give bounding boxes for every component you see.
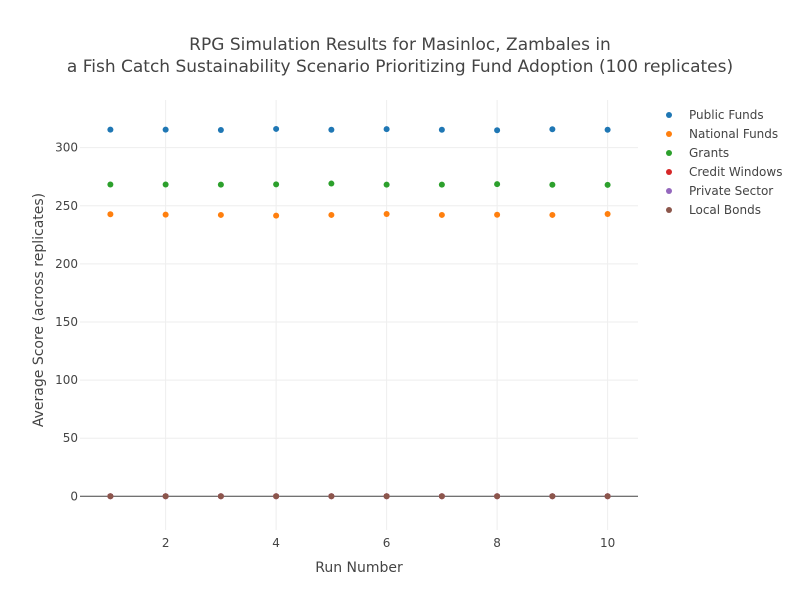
point-national-funds [549,211,556,218]
x-axis-title: Run Number [315,560,403,576]
y-tick-label: 300 [55,141,78,155]
point-grants [328,180,335,187]
x-tick-labels: 2 4 6 8 10 [162,536,615,550]
point-public-funds [549,126,556,133]
point-grants [273,181,280,188]
point-grants [438,181,445,188]
point-local-bonds [494,493,501,500]
point-local-bonds [328,493,335,500]
x-tick-label: 6 [383,536,391,550]
legend-label-local-bonds: Local Bonds [689,203,761,217]
point-local-bonds [162,493,169,500]
point-national-funds [328,211,335,218]
y-tick-label: 100 [55,373,78,387]
y-tick-labels: 0 50 100 150 200 250 300 [55,141,78,504]
point-public-funds [217,126,224,133]
point-local-bonds [549,493,556,500]
x-tick-label: 10 [600,536,615,550]
point-national-funds [604,211,611,218]
point-public-funds [604,126,611,133]
point-local-bonds [604,493,611,500]
point-public-funds [494,127,501,134]
point-national-funds [438,211,445,218]
point-grants [162,181,169,188]
points-layer [107,125,611,500]
legend-marker-grants [666,150,672,156]
point-grants [107,181,114,188]
grid-layer [80,100,638,530]
point-grants [549,181,556,188]
legend-label-private-sector: Private Sector [689,184,773,198]
point-public-funds [162,126,169,133]
legend-label-national-funds: National Funds [689,127,778,141]
point-public-funds [107,126,114,133]
point-national-funds [217,211,224,218]
y-axis-title: Average Score (across replicates) [31,193,47,427]
x-tick-label: 8 [493,536,501,550]
y-tick-label: 150 [55,315,78,329]
chart-title-line-1: RPG Simulation Results for Masinloc, Zam… [189,35,611,55]
point-local-bonds [438,493,445,500]
point-national-funds [273,212,280,219]
point-public-funds [438,126,445,133]
point-grants [604,181,611,188]
x-tick-label: 4 [272,536,280,550]
x-tick-label: 2 [162,536,170,550]
legend-marker-private-sector [666,188,672,194]
point-grants [383,181,390,188]
legend: Public Funds National Funds Grants Credit W… [666,108,782,217]
y-tick-label: 250 [55,199,78,213]
point-national-funds [383,211,390,218]
legend-label-grants: Grants [689,146,729,160]
point-national-funds [162,211,169,218]
point-local-bonds [383,493,390,500]
legend-marker-local-bonds [666,207,672,213]
legend-label-credit-windows: Credit Windows [689,165,782,179]
y-tick-label: 200 [55,257,78,271]
point-public-funds [383,126,390,133]
legend-marker-public-funds [666,112,672,118]
legend-label-public-funds: Public Funds [689,108,764,122]
point-grants [494,181,501,188]
legend-marker-credit-windows [666,169,672,175]
point-local-bonds [217,493,224,500]
point-public-funds [273,125,280,132]
point-grants [217,181,224,188]
point-local-bonds [273,493,280,500]
chart-title-line-2: a Fish Catch Sustainability Scenario Pri… [67,57,733,77]
legend-marker-national-funds [666,131,672,137]
point-national-funds [107,211,114,218]
point-public-funds [328,126,335,133]
point-local-bonds [107,493,114,500]
point-national-funds [494,211,501,218]
y-tick-label: 0 [70,489,78,503]
y-tick-label: 50 [63,431,78,445]
